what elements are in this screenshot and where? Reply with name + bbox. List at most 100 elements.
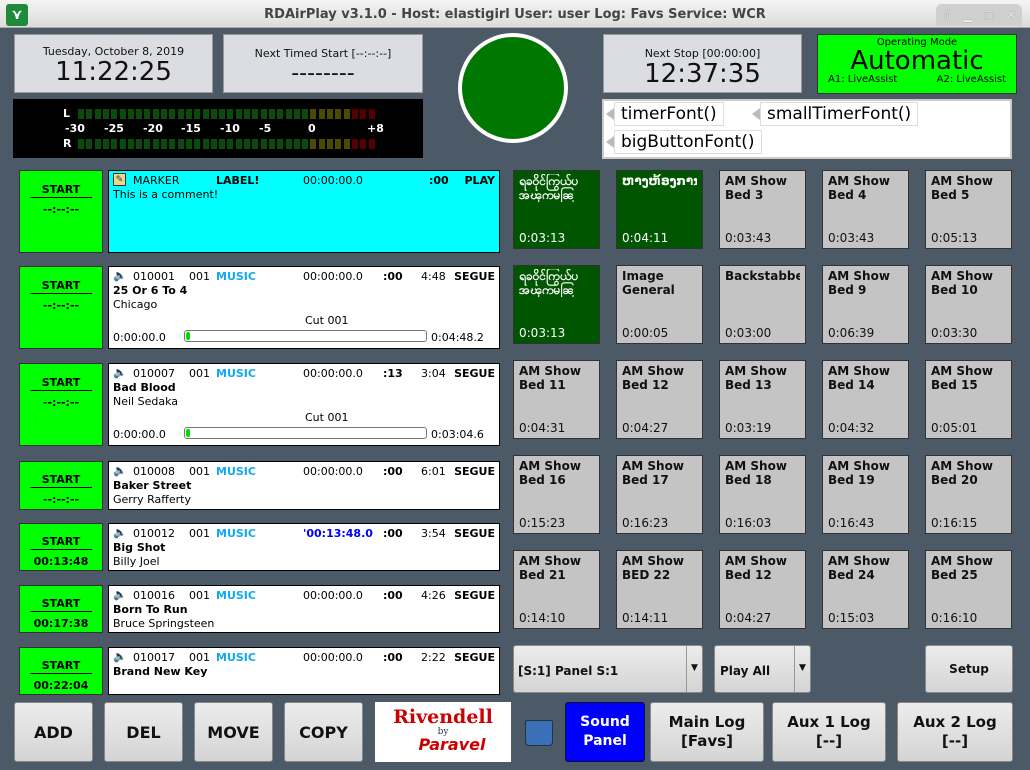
panel-button-time: 0:16:10 (931, 611, 978, 625)
speaker-icon: 🔈 (113, 650, 127, 663)
meter-segment (210, 109, 217, 119)
panel-button-time: 0:15:23 (519, 516, 566, 530)
maximize-icon[interactable]: □ (983, 8, 995, 22)
start-button[interactable]: START --:--:-- (19, 363, 103, 446)
panel-button[interactable]: AM Show Bed 16 0:15:23 (513, 455, 600, 534)
start-button[interactable]: START 00:22:04 (19, 647, 103, 695)
panel-button[interactable]: AM Show Bed 14 0:04:32 (822, 360, 909, 439)
panel-button[interactable]: AM Show Bed 11 0:04:31 (513, 360, 600, 439)
meter-segment (94, 139, 101, 149)
main-log-button[interactable]: Main Log [Favs] (650, 702, 764, 762)
setup-button[interactable]: Setup (925, 645, 1013, 693)
panel-button[interactable]: AM Show Bed 20 0:16:15 (925, 455, 1012, 534)
move-button[interactable]: MOVE (194, 702, 273, 762)
panel-button[interactable]: AM Show Bed 12 0:04:27 (719, 550, 806, 629)
meter-segment (185, 109, 192, 119)
operating-mode-value: Automatic (850, 46, 984, 76)
log-entry[interactable]: ✎ MARKER LABEL! 00:00:00.0:00 PLAY This is a … (108, 170, 500, 253)
chevron-down-icon[interactable]: ▼ (686, 646, 702, 692)
shade-icon[interactable]: ⇧ (941, 8, 952, 22)
meter-segment (127, 139, 134, 149)
start-button[interactable]: START 00:17:38 (19, 585, 103, 633)
panel-button[interactable]: AM Show Bed 4 0:03:43 (822, 170, 909, 249)
mode-a2: A2: LiveAssist (936, 74, 1006, 85)
meter-segment (360, 139, 367, 149)
panel-button[interactable]: ရခဝိုင်ကြွယ်ပ အၾကမၼြ 0:03:13 (513, 170, 600, 249)
add-button[interactable]: ADD (14, 702, 93, 762)
aux2-log-button[interactable]: Aux 2 Log [--] (897, 702, 1013, 762)
log-entry[interactable]: 🔈 010012 001 MUSIC '00:13:48.0:00 3:54 SEGUE Bi… (108, 523, 500, 571)
start-time: --:--:-- (42, 299, 80, 312)
log-entry[interactable]: 🔈 010017 001 MUSIC 00:00:00.0:00 2:22 SEGUE Bra… (108, 647, 500, 695)
panel-button-label: Backstabbers (725, 269, 800, 283)
start-button[interactable]: START --:--:-- (19, 266, 103, 349)
aux1-log-button[interactable]: Aux 1 Log [--] (772, 702, 886, 762)
panel-button[interactable]: AM Show Bed 24 0:15:03 (822, 550, 909, 629)
panel-button[interactable]: AM Show Bed 21 0:14:10 (513, 550, 600, 629)
panel-button[interactable]: Image General 0:00:05 (616, 265, 703, 344)
sound-panel-button[interactable]: Sound Panel (565, 702, 645, 762)
meter-segment (111, 139, 118, 149)
operating-mode-button[interactable]: Operating Mode Automatic A1: LiveAssist … (817, 34, 1017, 94)
start-button[interactable]: START --:--:-- (19, 170, 103, 253)
panel-button[interactable]: AM Show Bed 15 0:05:01 (925, 360, 1012, 439)
meter-segment (86, 139, 93, 149)
log-entry[interactable]: 🔈 010001 001 MUSIC 00:00:00.0:00 4:48 SEGUE 25 … (108, 266, 500, 349)
copy-button[interactable]: COPY (284, 702, 363, 762)
meter-scale-label: -30 (65, 122, 85, 135)
panel-button-time: 0:04:11 (622, 231, 669, 245)
panel-selector[interactable]: [S:1] Panel S:1 ▼ (513, 645, 703, 693)
title: Born To Run (113, 603, 188, 616)
log-entry[interactable]: 🔈 010008 001 MUSIC 00:00:00.0:00 6:01 SEGUE Bak… (108, 461, 500, 510)
talk-time: :00 (383, 527, 403, 540)
minimize-icon[interactable]: ▁ (963, 8, 973, 22)
panel-button[interactable]: AM Show Bed 5 0:05:13 (925, 170, 1012, 249)
panel-button[interactable]: AM Show Bed 19 0:16:43 (822, 455, 909, 534)
log-entry[interactable]: 🔈 010016 001 MUSIC 00:00:00.0:00 4:26 SEGUE Bor… (108, 585, 500, 633)
transition: SEGUE (454, 589, 495, 602)
title: 25 Or 6 To 4 (113, 284, 188, 297)
meter-scale-label: -5 (259, 122, 272, 135)
close-icon[interactable]: ✕ (1006, 8, 1017, 22)
panel-button[interactable]: AM Show Bed 17 0:16:23 (616, 455, 703, 534)
panel-button[interactable]: ရခဝိုင်ကြွယ်ပ အၾကမၼြ 0:03:13 (513, 265, 600, 344)
meter-segment (318, 109, 325, 119)
log-entry[interactable]: 🔈 010007 001 MUSIC 00:00:00.0:13 3:04 SEGUE Bad… (108, 363, 500, 446)
talk-time: :00 (383, 270, 403, 283)
trash-icon[interactable] (525, 720, 553, 746)
panel-button[interactable]: AM Show Bed 13 0:03:19 (719, 360, 806, 439)
panel-button[interactable]: AM Show Bed 10 0:03:30 (925, 265, 1012, 344)
panel-button[interactable]: AM Show BED 22 0:14:11 (616, 550, 703, 629)
chevron-down-icon[interactable]: ▼ (794, 646, 810, 692)
panel-button[interactable]: AM Show Bed 25 0:16:10 (925, 550, 1012, 629)
panel-button-label: AM Show Bed 20 (931, 459, 993, 487)
panel-button[interactable]: AM Show Bed 3 0:03:43 (719, 170, 806, 249)
transition: SEGUE (454, 465, 495, 478)
play-mode-selector[interactable]: Play All ▼ (714, 645, 811, 693)
start-button[interactable]: START 00:13:48 (19, 523, 103, 571)
length: 3:54 (421, 527, 446, 540)
panel-button[interactable]: AM Show Bed 12 0:04:27 (616, 360, 703, 439)
start-button[interactable]: START --:--:-- (19, 461, 103, 510)
start-time: 00:13:48 (33, 555, 89, 568)
meter-segment (252, 109, 259, 119)
panel-button-label: AM Show Bed 16 (519, 459, 581, 487)
meter-segment (227, 109, 234, 119)
panel-button[interactable]: Backstabbers 0:03:00 (719, 265, 806, 344)
panel-button[interactable]: AM Show Bed 18 0:16:03 (719, 455, 806, 534)
panel-button[interactable]: ຫາງຫ້ອງການ 0:04:11 (616, 170, 703, 249)
delete-button[interactable]: DEL (104, 702, 183, 762)
start-label: START (30, 376, 92, 391)
play-mode-value: Play All (720, 664, 771, 678)
meter-segment (102, 139, 109, 149)
panel-button[interactable]: AM Show Bed 9 0:06:39 (822, 265, 909, 344)
cart-number: 010007 (133, 367, 175, 380)
small-timer-font-callout: smallTimerFont() (760, 102, 919, 126)
scheduled-time: 00:00:00.0 (303, 651, 363, 664)
meter-segment (119, 109, 126, 119)
pie-countdown-indicator (458, 33, 568, 143)
meter-segment (202, 139, 209, 149)
clock[interactable]: Tuesday, October 8, 2019 11:22:25 (14, 34, 213, 93)
artist: Bruce Springsteen (113, 617, 215, 630)
progress-fill (186, 332, 190, 340)
